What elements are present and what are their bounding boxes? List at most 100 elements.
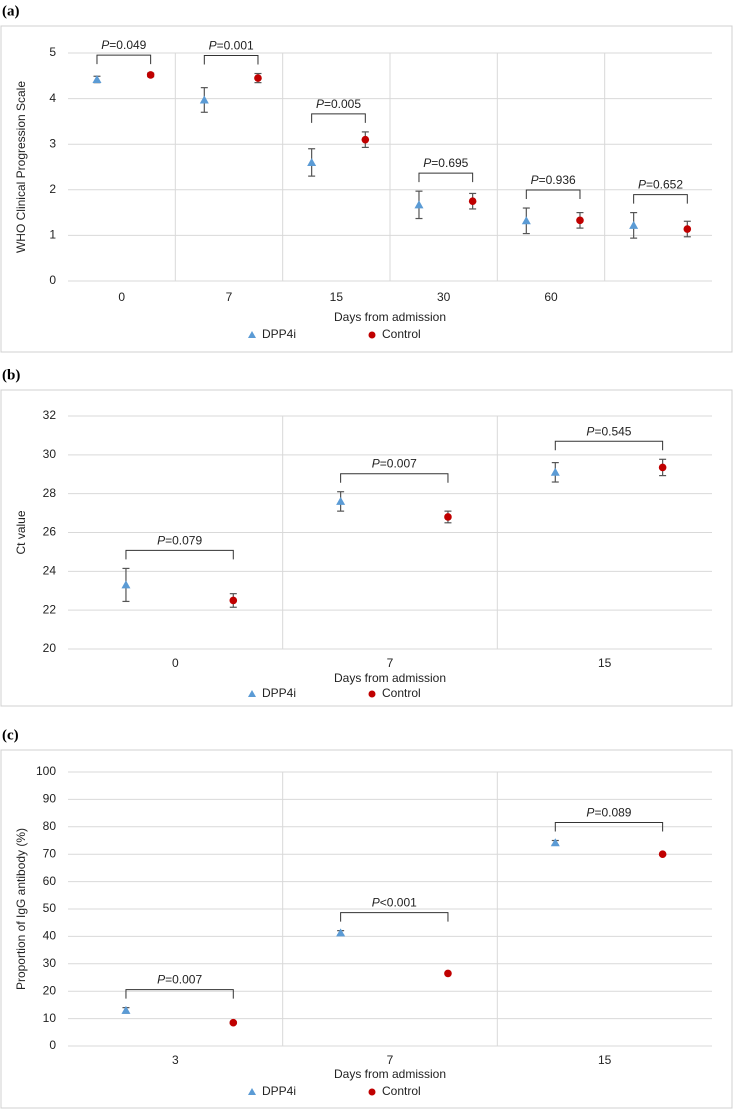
y-tick-label: 100 (36, 764, 56, 778)
legend-marker (248, 1088, 256, 1095)
marker-circle (146, 71, 155, 79)
marker-circle (683, 225, 692, 233)
y-tick-label: 20 (43, 641, 57, 655)
p-italic: P (372, 457, 380, 471)
significance-bracket (554, 822, 664, 832)
x-axis-label: Days from admission (334, 671, 446, 685)
x-tick-label: 15 (598, 1053, 612, 1067)
p-italic: P (586, 424, 594, 438)
significance-bracket (340, 473, 449, 483)
marker-triangle (307, 157, 317, 166)
panel-label: (b) (2, 367, 20, 383)
x-tick-label: 15 (598, 656, 612, 670)
p-value: P=0.005 (316, 97, 361, 111)
legend-marker (248, 331, 256, 338)
y-tick-label: 3 (49, 136, 56, 150)
y-tick-label: 60 (43, 874, 57, 888)
marker-circle (444, 513, 452, 521)
p-value: P=0.049 (101, 38, 146, 52)
legend-label: Control (382, 1084, 421, 1098)
p-rest: =0.007 (165, 973, 202, 987)
y-axis-label: WHO Clinical Progression Scale (14, 81, 28, 253)
y-axis-label: Proportion of IgG antibody (%) (14, 828, 28, 990)
y-tick-label: 30 (43, 956, 57, 970)
significance-bracket (125, 549, 234, 560)
p-value: P=0.001 (209, 39, 254, 53)
marker-triangle (121, 1005, 131, 1014)
x-axis-label: Days from admission (334, 310, 446, 324)
significance-bracket (554, 440, 664, 451)
p-italic: P (101, 38, 109, 52)
marker-circle (576, 216, 584, 225)
legend-label: DPP4i (262, 327, 296, 341)
significance-bracket (96, 54, 152, 65)
marker-triangle (550, 838, 560, 847)
y-tick-label: 70 (43, 846, 57, 860)
x-tick-label: 3 (172, 1053, 179, 1067)
legend-marker (248, 690, 256, 697)
significance-bracket (311, 113, 366, 123)
p-italic: P (531, 173, 539, 187)
x-axis-label: Days from admission (334, 1067, 446, 1081)
p-rest: =0.545 (594, 424, 631, 438)
p-value: P<0.001 (372, 896, 417, 910)
panel-label: (a) (2, 3, 20, 19)
p-rest: =0.079 (165, 534, 202, 548)
marker-circle (658, 850, 667, 858)
y-tick-label: 40 (43, 929, 57, 943)
marker-circle (229, 596, 238, 605)
p-italic: P (638, 178, 646, 192)
marker-triangle (521, 216, 531, 225)
marker-triangle (414, 200, 424, 209)
p-value: P=0.936 (531, 173, 576, 187)
legend-marker (368, 1088, 376, 1096)
p-value: P=0.007 (157, 973, 202, 987)
panel-frame (0, 389, 733, 707)
legend-label: DPP4i (262, 1084, 296, 1098)
p-value: P=0.079 (157, 534, 202, 548)
marker-circle (444, 969, 452, 978)
p-italic: P (423, 156, 431, 170)
significance-bracket (418, 172, 474, 183)
x-tick-label: 60 (544, 290, 558, 304)
p-rest: =0.695 (431, 156, 468, 170)
y-tick-label: 22 (43, 602, 57, 616)
y-tick-label: 10 (43, 1011, 57, 1025)
y-tick-label: 30 (43, 447, 57, 461)
marker-circle (658, 463, 667, 472)
marker-circle (254, 74, 262, 82)
p-italic: P (157, 534, 165, 548)
y-tick-label: 20 (43, 983, 57, 997)
marker-triangle (629, 220, 639, 229)
p-value: P=0.652 (638, 178, 683, 192)
y-tick-label: 0 (49, 273, 56, 287)
legend-label: DPP4i (262, 686, 296, 700)
marker-circle (229, 1018, 238, 1027)
legend-marker (368, 331, 376, 339)
y-tick-label: 4 (49, 91, 56, 105)
p-italic: P (316, 97, 324, 111)
marker-triangle (336, 928, 346, 937)
marker-circle (361, 135, 370, 144)
x-tick-label: 30 (437, 290, 451, 304)
x-tick-label: 7 (226, 290, 233, 304)
legend-label: Control (382, 327, 421, 341)
p-rest: =0.005 (324, 97, 361, 111)
p-value: P=0.007 (372, 457, 417, 471)
x-tick-label: 0 (118, 290, 125, 304)
p-italic: P (586, 806, 594, 820)
significance-bracket (125, 989, 234, 999)
x-tick-label: 0 (172, 656, 179, 670)
x-tick-label: 15 (330, 290, 344, 304)
y-tick-label: 2 (49, 182, 56, 196)
y-tick-label: 28 (43, 486, 57, 500)
y-tick-label: 50 (43, 901, 57, 915)
panel-frame (0, 749, 733, 1109)
y-tick-label: 90 (43, 792, 57, 806)
marker-triangle (550, 467, 560, 476)
y-tick-label: 24 (43, 564, 57, 578)
significance-bracket (203, 55, 259, 65)
p-rest: <0.001 (380, 896, 417, 910)
y-tick-label: 32 (43, 408, 57, 422)
p-value: P=0.695 (423, 156, 468, 170)
